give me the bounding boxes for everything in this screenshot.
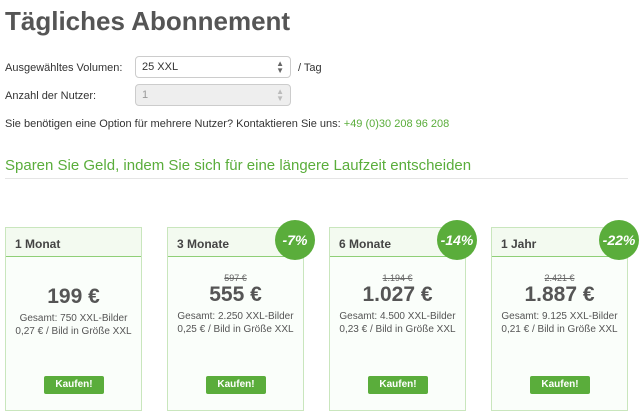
plan-total: Gesamt: 2.250 XXL-Bilder	[177, 311, 294, 322]
buy-button[interactable]: Kaufen!	[368, 376, 428, 394]
plan-name: 1 Monat	[6, 228, 141, 257]
volume-label: Ausgewähltes Volumen:	[5, 62, 123, 74]
discount-badge: -7%	[275, 220, 315, 260]
plan-card: 6 Monate -14% 1.194 € 1.027 € Gesamt: 4.…	[329, 220, 477, 411]
buy-button[interactable]: Kaufen!	[206, 376, 266, 394]
volume-select[interactable]: 25 XXL ▲ ▼	[135, 56, 291, 78]
plan-price: 1.027 €	[362, 283, 433, 306]
plan-total: Gesamt: 750 XXL-Bilder	[19, 313, 128, 324]
discount-badge: -22%	[599, 220, 639, 260]
stepper-arrows-icon: ▲ ▼	[276, 87, 284, 103]
plan-card: 1 Monat 199 € Gesamt: 750 XXL-Bilder 0,2…	[5, 227, 142, 411]
discount-badge: -14%	[437, 220, 477, 260]
plan-unit-price: 0,27 € / Bild in Größe XXL	[15, 326, 132, 337]
plan-details: Gesamt: 4.500 XXL-Bilder 0,23 € / Bild i…	[338, 310, 457, 336]
plan-price: 1.887 €	[524, 283, 595, 306]
plan-details: Gesamt: 750 XXL-Bilder 0,27 € / Bild in …	[14, 312, 133, 338]
users-value: 1	[142, 89, 149, 101]
buy-button[interactable]: Kaufen!	[44, 376, 104, 394]
buy-button[interactable]: Kaufen!	[530, 376, 590, 394]
plan-details: Gesamt: 9.125 XXL-Bilder 0,21 € / Bild i…	[500, 310, 619, 336]
divider	[5, 178, 628, 179]
volume-value: 25 XXL	[142, 61, 179, 73]
plan-total: Gesamt: 4.500 XXL-Bilder	[339, 311, 456, 322]
contact-line: Sie benötigen eine Option für mehrere Nu…	[5, 118, 450, 130]
plan-price: 199 €	[47, 285, 100, 308]
old-price: 1.194 €	[382, 273, 413, 283]
plan-price: 555 €	[209, 283, 262, 306]
plan-unit-price: 0,23 € / Bild in Größe XXL	[339, 324, 456, 335]
page-title: Tägliches Abonnement	[5, 6, 291, 36]
users-label: Anzahl der Nutzer:	[5, 90, 97, 102]
plan-card: 3 Monate -7% 597 € 555 € Gesamt: 2.250 X…	[167, 220, 315, 411]
old-price: 597 €	[224, 273, 247, 283]
old-price: 2.421 €	[544, 273, 575, 283]
plan-details: Gesamt: 2.250 XXL-Bilder 0,25 € / Bild i…	[176, 310, 295, 336]
plan-unit-price: 0,25 € / Bild in Größe XXL	[177, 324, 294, 335]
users-select[interactable]: 1 ▲ ▼	[135, 84, 291, 106]
plan-total: Gesamt: 9.125 XXL-Bilder	[501, 311, 618, 322]
plan-unit-price: 0,21 € / Bild in Größe XXL	[501, 324, 618, 335]
volume-suffix: / Tag	[298, 62, 322, 74]
plan-card: 1 Jahr -22% 2.421 € 1.887 € Gesamt: 9.12…	[491, 220, 639, 411]
stepper-arrows-icon: ▲ ▼	[276, 59, 284, 75]
section-title: Sparen Sie Geld, indem Sie sich für eine…	[5, 157, 472, 174]
phone-link[interactable]: +49 (0)30 208 96 208	[343, 118, 450, 130]
